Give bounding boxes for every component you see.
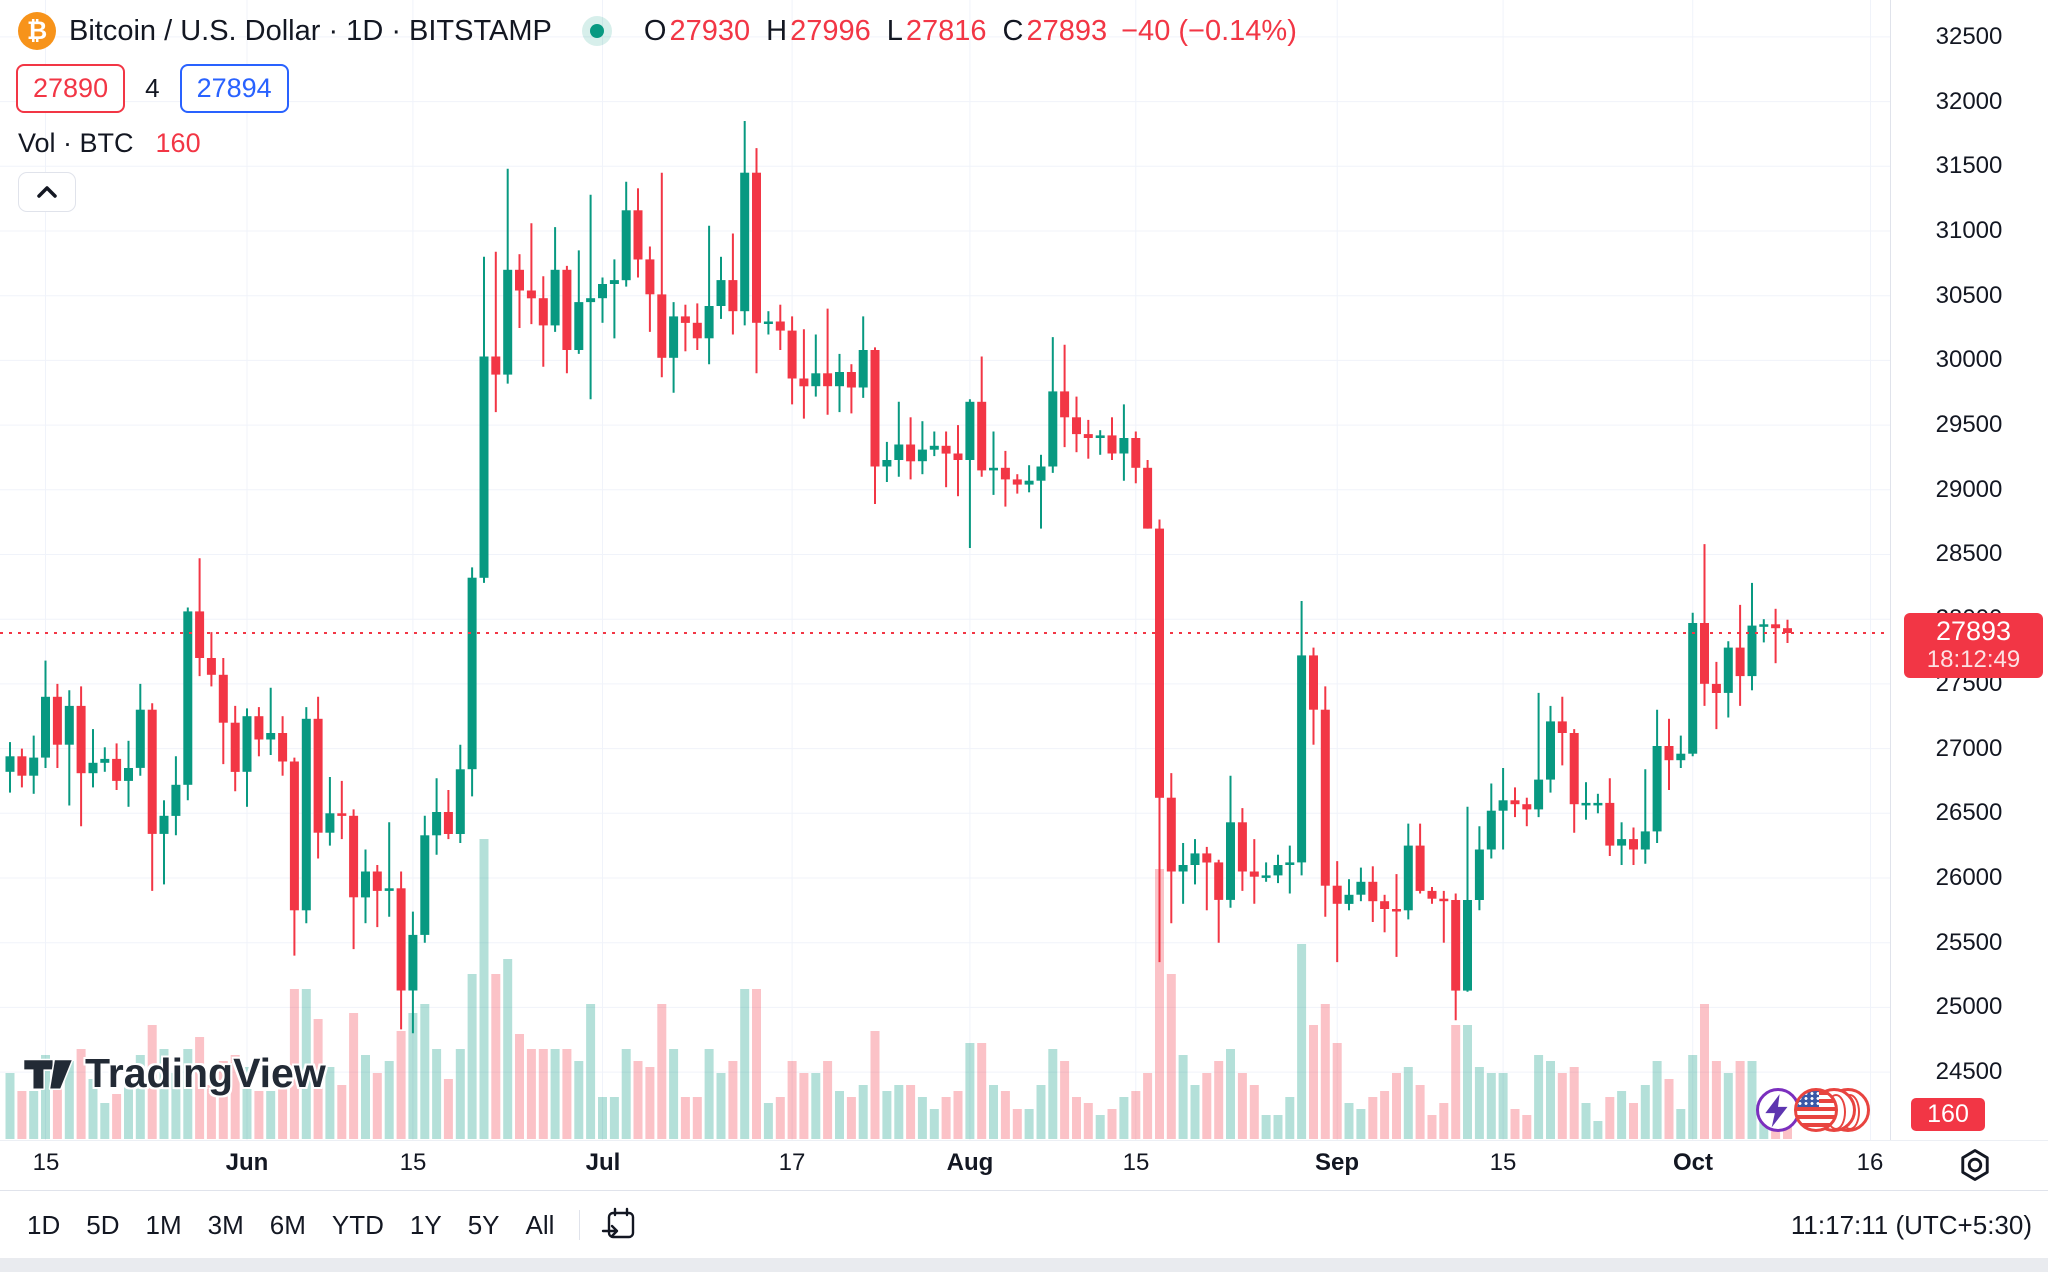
price-axis-label: 27000 [1935, 735, 2003, 762]
ohlc-value: 27816 [905, 14, 987, 47]
gear-icon [1961, 1149, 1989, 1181]
bottom-toolbar: 1D 5D 1M 3M 6M YTD 1Y 5Y All 11:17:11 (UTC+5:30) [0, 1190, 2048, 1259]
price-axis-label: 26000 [1935, 864, 2003, 891]
ohlc-letter: L [886, 14, 903, 47]
range-button-1Y[interactable]: 1Y [397, 1204, 455, 1247]
window-bottom-strip [0, 1258, 2048, 1272]
time-axis-label: 15 [399, 1149, 427, 1176]
time-axis-label: 17 [778, 1149, 806, 1176]
session-clock[interactable]: 11:17:11 (UTC+5:30) [1790, 1209, 2032, 1240]
price-axis-label: 31000 [1935, 217, 2003, 244]
time-axis-label: Oct [1672, 1149, 1713, 1176]
volume-label: Vol · BTC [18, 128, 134, 158]
us-flag-icon[interactable] [1794, 1088, 1838, 1132]
time-axis-label: Jun [225, 1149, 269, 1176]
volume-legend: Vol · BTC 160 [18, 128, 201, 159]
price-axis-label: 32500 [1935, 23, 2003, 50]
price-axis-label: 29000 [1935, 476, 2003, 503]
candlestick-volume-svg [0, 0, 1890, 1140]
time-axis[interactable]: 15 Jun 15 Jul 17 Aug 15 Sep 15 Oct 16 [0, 1140, 2048, 1191]
price-axis-label: 29500 [1935, 411, 2003, 438]
event-marker-icons [1756, 1086, 1870, 1136]
price-axis-label: 25000 [1935, 993, 2003, 1020]
time-axis-label: 15 [1122, 1149, 1150, 1176]
price-axis-label: 30000 [1935, 346, 2003, 373]
bid-button[interactable]: 27890 [16, 64, 126, 113]
price-axis-label: 32000 [1935, 88, 2003, 115]
spread-value: 4 [145, 73, 160, 103]
tradingview-logo-icon [22, 1058, 74, 1090]
toolbar-divider [579, 1210, 581, 1240]
price-axis-label: 25500 [1935, 929, 2003, 956]
range-button-5Y[interactable]: 5Y [455, 1204, 513, 1247]
time-axis-label: 15 [32, 1149, 60, 1176]
ohlc-letter: C [1002, 14, 1024, 47]
ohlc-readout: O 27930 H 27996 L 27816 C 27893 −40 (−0.14%) [628, 15, 1297, 48]
range-button-YTD[interactable]: YTD [319, 1204, 397, 1247]
range-button-1D[interactable]: 1D [14, 1204, 73, 1247]
ask-button[interactable]: 27894 [179, 64, 289, 113]
axis-separator-line [1890, 0, 1891, 1190]
date-range-switcher: 1D 5D 1M 3M 6M YTD 1Y 5Y All [14, 1204, 567, 1247]
change-value: −40 (−0.14%) [1121, 14, 1297, 47]
price-axis-label: 31500 [1935, 152, 2003, 179]
market-status-icon[interactable] [581, 16, 612, 46]
range-button-3M[interactable]: 3M [195, 1204, 257, 1247]
price-axis-label: 30500 [1935, 282, 2003, 309]
range-button-5D[interactable]: 5D [73, 1204, 132, 1247]
symbol-title[interactable]: Bitcoin / U.S. Dollar · 1D · BITSTAMP [69, 14, 552, 47]
go-to-date-button[interactable] [592, 1203, 646, 1248]
time-axis-label: Aug [946, 1149, 994, 1176]
ohlc-value: 27893 [1026, 14, 1108, 47]
chevron-up-icon [37, 186, 57, 198]
last-price-label: 27893 18:12:49 [1904, 613, 2043, 678]
range-button-1M[interactable]: 1M [133, 1204, 195, 1247]
last-price-value: 27893 [1935, 616, 2012, 646]
range-button-6M[interactable]: 6M [257, 1204, 319, 1247]
collapse-legend-button[interactable] [18, 172, 76, 212]
time-axis-label: 16 [1856, 1149, 1884, 1176]
calendar-icon [602, 1207, 635, 1238]
tradingview-watermark-text: TradingView [85, 1050, 326, 1096]
price-chart-pane[interactable] [0, 0, 1890, 1140]
price-axis-label: 26500 [1935, 799, 2003, 826]
tradingview-watermark[interactable]: TradingView [22, 1050, 326, 1097]
price-axis[interactable]: 2450025000255002600026500270002750028000… [1890, 0, 2048, 1140]
ohlc-value: 27930 [669, 14, 751, 47]
time-axis-label: 15 [1489, 1149, 1517, 1176]
price-axis-label: 28500 [1935, 540, 2003, 567]
bid-ask-row: 27890 4 27894 [16, 64, 289, 113]
scales-settings-button[interactable] [1952, 1145, 1998, 1187]
ohlc-letter: H [766, 14, 788, 47]
volume-value: 160 [155, 128, 201, 158]
volume-axis-badge: 160 [1911, 1098, 1985, 1131]
time-axis-label: Sep [1314, 1149, 1359, 1176]
bitcoin-logo-icon: ₿ [18, 12, 56, 50]
ohlc-letter: O [643, 14, 667, 47]
price-axis-label: 24500 [1935, 1058, 2003, 1085]
ohlc-value: 27996 [790, 14, 871, 47]
range-button-All[interactable]: All [513, 1204, 568, 1247]
candle-countdown: 18:12:49 [1926, 646, 2021, 673]
symbol-legend: ₿ Bitcoin / U.S. Dollar · 1D · BITSTAMP … [18, 12, 1297, 50]
time-axis-label: Jul [585, 1149, 621, 1176]
